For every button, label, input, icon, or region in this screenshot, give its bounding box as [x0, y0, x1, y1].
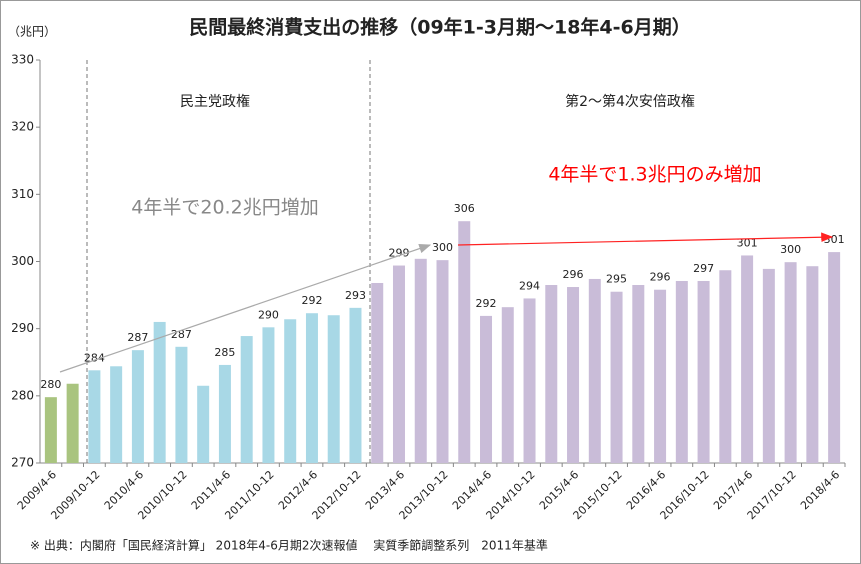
bar	[588, 278, 601, 463]
annotation: 民主党政権	[180, 93, 250, 110]
bar	[545, 285, 558, 463]
y-axis-label: （兆円）	[8, 25, 56, 39]
bar	[741, 255, 754, 463]
trend-arrow	[457, 232, 834, 246]
y-tick-label: 280	[11, 388, 34, 402]
bar	[762, 268, 775, 463]
value-label: 292	[476, 297, 497, 310]
bar	[675, 280, 688, 463]
y-tick-label: 330	[11, 53, 34, 67]
value-label: 296	[563, 268, 584, 281]
bar	[806, 266, 819, 463]
bar	[436, 260, 449, 463]
value-label: 301	[824, 233, 845, 246]
bar	[218, 364, 231, 463]
value-label: 290	[258, 308, 279, 321]
source-note: ※ 出典：内閣府「国民経済計算」 2018年4-6月期2次速報値 実質季節調整系…	[30, 538, 548, 553]
bar	[153, 321, 166, 463]
bar	[131, 350, 144, 463]
value-label: 300	[780, 243, 801, 256]
value-label: 294	[519, 279, 540, 292]
bar	[44, 397, 57, 463]
bar	[610, 291, 623, 463]
bar	[501, 307, 514, 463]
bar	[480, 315, 493, 463]
bar	[327, 315, 340, 463]
value-label: 284	[84, 351, 105, 364]
bar	[654, 289, 667, 463]
value-label: 293	[345, 289, 366, 302]
bar	[88, 370, 101, 463]
bar	[349, 307, 362, 463]
value-label: 287	[127, 331, 148, 344]
value-label: 280	[40, 378, 61, 391]
chart-title: 民間最終消費支出の推移（09年1-3月期～18年4-6月期）	[189, 16, 691, 39]
bar	[371, 282, 384, 463]
y-tick-label: 320	[11, 120, 34, 134]
value-label: 285	[214, 346, 235, 359]
y-tick-label: 310	[11, 187, 34, 201]
value-label: 300	[432, 241, 453, 254]
bar	[784, 262, 797, 463]
annotation: 4年半で1.3兆円のみ増加	[548, 164, 761, 186]
bar	[305, 313, 318, 463]
bar	[392, 265, 405, 463]
bar	[110, 366, 123, 463]
bar	[458, 221, 471, 463]
value-label: 287	[171, 328, 192, 341]
value-label: 306	[454, 202, 475, 215]
annotation: 第2～第4次安倍政権	[565, 93, 695, 110]
bar	[828, 252, 841, 463]
value-label: 301	[737, 236, 758, 249]
bar	[697, 280, 710, 463]
y-tick-label: 290	[11, 321, 34, 335]
bar	[719, 270, 732, 463]
value-label: 297	[693, 262, 714, 275]
value-label: 292	[301, 294, 322, 307]
value-label: 299	[388, 247, 409, 260]
bar	[567, 287, 580, 463]
value-label: 295	[606, 273, 627, 286]
bar	[197, 385, 210, 463]
bar	[632, 285, 645, 463]
bar	[284, 319, 297, 463]
y-tick-label: 270	[11, 456, 34, 470]
trend-arrow	[59, 243, 432, 373]
y-tick-label: 300	[11, 254, 34, 268]
value-label: 296	[650, 271, 671, 284]
bar	[66, 383, 79, 463]
bar	[262, 327, 275, 463]
bar	[175, 346, 188, 463]
bar	[414, 258, 427, 463]
annotation: 4年半で20.2兆円増加	[131, 197, 318, 219]
bar	[240, 336, 253, 463]
bar	[523, 298, 536, 463]
